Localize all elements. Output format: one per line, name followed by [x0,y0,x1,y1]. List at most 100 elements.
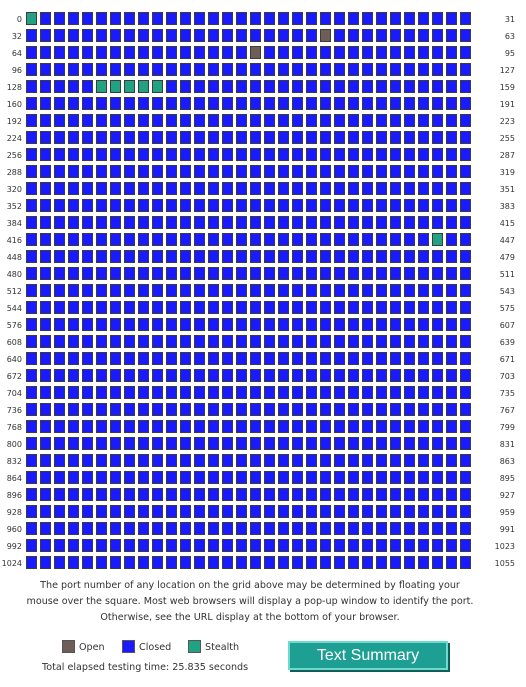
port-cell-closed[interactable] [390,216,401,229]
port-cell-closed[interactable] [138,131,149,144]
port-cell-closed[interactable] [278,522,289,535]
port-cell-closed[interactable] [110,352,121,365]
port-cell-closed[interactable] [432,46,443,59]
port-cell-closed[interactable] [390,369,401,382]
port-cell-closed[interactable] [320,114,331,127]
port-cell-closed[interactable] [432,471,443,484]
port-cell-closed[interactable] [68,437,79,450]
port-cell-closed[interactable] [138,488,149,501]
port-cell-closed[interactable] [40,539,51,552]
port-cell-closed[interactable] [390,97,401,110]
port-cell-closed[interactable] [124,46,135,59]
port-cell-closed[interactable] [306,454,317,467]
port-cell-closed[interactable] [418,369,429,382]
port-cell-closed[interactable] [404,352,415,365]
port-cell-closed[interactable] [82,437,93,450]
port-cell-closed[interactable] [236,556,247,569]
port-cell-closed[interactable] [446,301,457,314]
port-cell-closed[interactable] [166,131,177,144]
port-cell-closed[interactable] [250,539,261,552]
port-cell-closed[interactable] [362,12,373,25]
port-cell-closed[interactable] [418,12,429,25]
port-cell-closed[interactable] [362,556,373,569]
port-cell-closed[interactable] [208,539,219,552]
port-cell-closed[interactable] [138,403,149,416]
port-cell-closed[interactable] [96,352,107,365]
port-cell-closed[interactable] [180,284,191,297]
port-cell-closed[interactable] [236,63,247,76]
port-cell-closed[interactable] [390,63,401,76]
port-cell-closed[interactable] [194,522,205,535]
port-cell-closed[interactable] [138,420,149,433]
port-cell-closed[interactable] [96,369,107,382]
port-cell-closed[interactable] [194,29,205,42]
port-cell-closed[interactable] [82,556,93,569]
port-cell-closed[interactable] [432,403,443,416]
port-cell-closed[interactable] [334,29,345,42]
port-cell-closed[interactable] [54,148,65,161]
port-cell-closed[interactable] [278,352,289,365]
port-cell-closed[interactable] [166,216,177,229]
port-cell-closed[interactable] [460,318,471,331]
port-cell-closed[interactable] [54,454,65,467]
port-cell-closed[interactable] [334,131,345,144]
port-cell-closed[interactable] [236,488,247,501]
port-cell-closed[interactable] [390,148,401,161]
port-cell-closed[interactable] [432,522,443,535]
port-cell-closed[interactable] [376,539,387,552]
port-cell-closed[interactable] [138,46,149,59]
port-cell-closed[interactable] [306,63,317,76]
port-cell-closed[interactable] [208,471,219,484]
port-cell-closed[interactable] [180,165,191,178]
port-cell-closed[interactable] [138,97,149,110]
port-cell-closed[interactable] [152,233,163,246]
port-cell-closed[interactable] [194,556,205,569]
port-cell-closed[interactable] [292,63,303,76]
port-cell-closed[interactable] [250,131,261,144]
port-cell-closed[interactable] [404,369,415,382]
port-cell-closed[interactable] [96,556,107,569]
port-cell-closed[interactable] [390,454,401,467]
port-cell-closed[interactable] [166,556,177,569]
port-cell-closed[interactable] [264,420,275,433]
port-cell-closed[interactable] [208,97,219,110]
port-cell-closed[interactable] [124,352,135,365]
port-cell-closed[interactable] [404,165,415,178]
port-cell-closed[interactable] [292,29,303,42]
port-cell-closed[interactable] [40,29,51,42]
port-cell-closed[interactable] [404,182,415,195]
port-cell-closed[interactable] [208,46,219,59]
port-cell-closed[interactable] [40,114,51,127]
port-cell-closed[interactable] [166,80,177,93]
port-cell-closed[interactable] [138,437,149,450]
port-cell-closed[interactable] [180,131,191,144]
port-cell-closed[interactable] [264,80,275,93]
port-cell-closed[interactable] [236,114,247,127]
port-cell-closed[interactable] [166,488,177,501]
port-cell-closed[interactable] [180,403,191,416]
port-cell-closed[interactable] [26,301,37,314]
port-cell-closed[interactable] [26,488,37,501]
port-cell-closed[interactable] [96,131,107,144]
port-cell-closed[interactable] [432,250,443,263]
port-cell-closed[interactable] [320,131,331,144]
port-cell-closed[interactable] [264,505,275,518]
port-cell-closed[interactable] [54,80,65,93]
port-cell-closed[interactable] [152,199,163,212]
port-cell-closed[interactable] [96,505,107,518]
port-cell-closed[interactable] [96,437,107,450]
port-cell-closed[interactable] [404,488,415,501]
port-cell-closed[interactable] [278,301,289,314]
port-cell-closed[interactable] [68,199,79,212]
port-cell-closed[interactable] [362,216,373,229]
port-cell-closed[interactable] [110,233,121,246]
port-cell-closed[interactable] [306,284,317,297]
port-cell-closed[interactable] [208,488,219,501]
port-cell-closed[interactable] [166,420,177,433]
port-cell-closed[interactable] [166,199,177,212]
port-cell-closed[interactable] [68,80,79,93]
port-cell-closed[interactable] [208,148,219,161]
port-cell-closed[interactable] [54,488,65,501]
port-cell-closed[interactable] [236,250,247,263]
port-cell-closed[interactable] [54,505,65,518]
